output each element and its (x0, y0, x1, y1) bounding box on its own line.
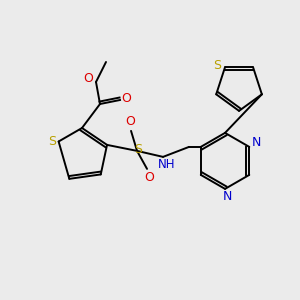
Text: N: N (252, 136, 261, 149)
Text: S: S (213, 59, 221, 72)
Text: O: O (125, 116, 135, 128)
Text: O: O (144, 171, 154, 184)
Text: O: O (83, 71, 93, 85)
Text: NH: NH (158, 158, 176, 171)
Text: S: S (49, 135, 57, 148)
Text: N: N (222, 190, 232, 203)
Text: S: S (134, 143, 142, 156)
Text: O: O (121, 92, 131, 106)
